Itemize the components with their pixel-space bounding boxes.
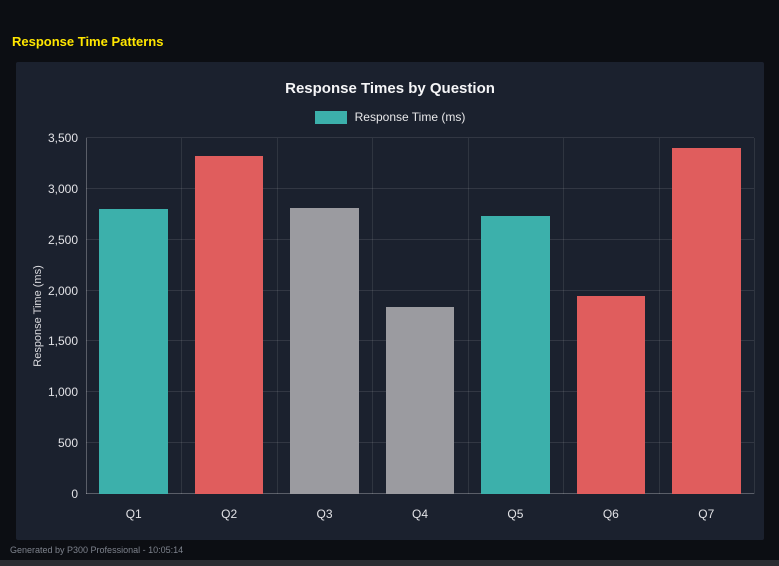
- y-tick-label: 500: [57, 436, 78, 451]
- x-tick-label: Q6: [602, 507, 619, 521]
- gridline-v: [754, 138, 755, 494]
- bar-q6[interactable]: [576, 295, 646, 494]
- bar-q5[interactable]: [481, 216, 550, 494]
- gridline-v: [467, 138, 469, 494]
- bar-q4[interactable]: [385, 306, 455, 494]
- gridline-v: [181, 138, 183, 494]
- x-tick-label: Q3: [316, 507, 333, 521]
- x-tick-label: Q2: [221, 507, 238, 521]
- gridline-h: [86, 187, 754, 189]
- plot-area: [86, 137, 755, 494]
- bar-q7[interactable]: [671, 148, 741, 494]
- gridline-h: [86, 289, 754, 291]
- bar-q3[interactable]: [290, 208, 359, 494]
- gridline-v: [563, 138, 565, 494]
- y-tick-label: 3,000: [47, 181, 78, 196]
- gridline-h: [86, 137, 754, 138]
- x-tick-label: Q7: [698, 507, 715, 521]
- page-title: Response Time Patterns: [12, 34, 164, 49]
- x-tick-label: Q1: [125, 507, 142, 521]
- y-tick-label: 1,500: [47, 334, 78, 349]
- y-tick-label: 3,500: [47, 131, 78, 145]
- legend-label: Response Time (ms): [354, 110, 466, 124]
- x-axis-labels: Q1 Q2 Q3 Q4 Q5 Q6 Q7: [86, 494, 754, 521]
- y-tick-label: 2,500: [47, 232, 78, 247]
- bar-q1[interactable]: [99, 209, 169, 494]
- chart-card: Response Times by Question Response Time…: [16, 62, 764, 540]
- plot-wrap: Response Time (ms) 0 500 1,000 1,500 2,000 2,…: [32, 131, 755, 501]
- x-tick-label: Q4: [411, 507, 428, 521]
- gridline-h: [86, 238, 754, 240]
- gridline-v: [658, 138, 660, 494]
- gridline-v: [372, 138, 374, 494]
- legend-swatch-teal: [314, 110, 347, 124]
- bottom-strip: [0, 560, 779, 566]
- footer-note: Generated by P300 Professional - 10:05:1…: [10, 545, 184, 555]
- y-tick-label: 0: [71, 487, 78, 501]
- chart-title: Response Times by Question: [285, 80, 495, 97]
- gridline-v: [86, 138, 87, 494]
- bar-q2[interactable]: [194, 156, 264, 494]
- x-tick-label: Q5: [507, 507, 524, 521]
- chart-legend: Response Time (ms): [16, 110, 764, 124]
- gridline-v: [276, 138, 278, 494]
- y-tick-label: 2,000: [47, 283, 78, 298]
- y-axis-title: Response Time (ms): [32, 265, 44, 367]
- y-tick-label: 1,000: [47, 385, 78, 400]
- chart-body: Response Time (ms) 0 500 1,000 1,500 2,000 2,…: [32, 131, 755, 521]
